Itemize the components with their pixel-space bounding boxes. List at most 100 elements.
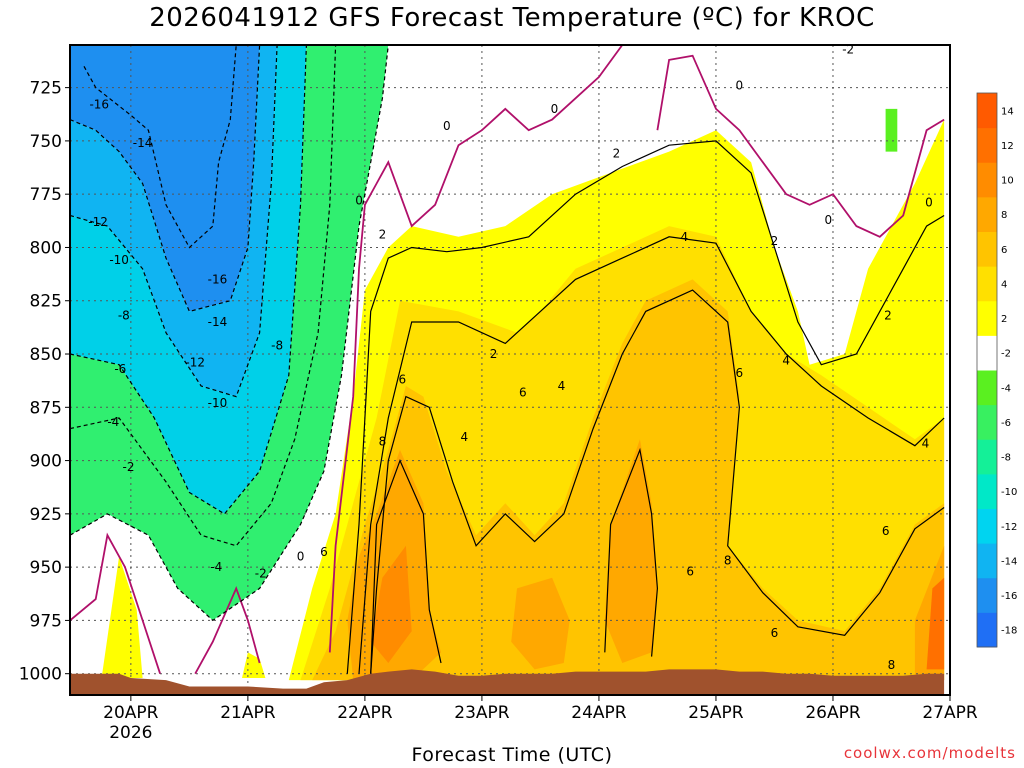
x-axis-label: Forecast Time (UTC) bbox=[411, 744, 613, 766]
fill-band-1 bbox=[70, 45, 260, 312]
contour-label-18: 2 bbox=[379, 228, 387, 242]
contour-label-23: 0 bbox=[443, 119, 451, 133]
y-tick-label-11: 1000 bbox=[19, 665, 62, 685]
plot-frame bbox=[69, 44, 951, 696]
terrain-ground bbox=[70, 669, 945, 695]
contour-label-3: -10 bbox=[109, 253, 129, 267]
x-tick-label-6: 26APR bbox=[805, 703, 861, 723]
colorbar-label-0: -18 bbox=[1001, 626, 1017, 637]
colorbar-label-3: -12 bbox=[1001, 522, 1017, 533]
contour-label-27: 4 bbox=[681, 230, 689, 244]
contour-label-33: 2 bbox=[771, 234, 779, 248]
colorbar-swatch-8 bbox=[977, 335, 997, 371]
fill-band-2 bbox=[70, 45, 278, 397]
colorbar-label-6: -6 bbox=[1001, 418, 1011, 429]
fill-band-18 bbox=[885, 108, 898, 152]
x-tick-label-7: 27APR bbox=[922, 703, 978, 723]
y-tick-label-1: 750 bbox=[30, 132, 62, 152]
fill-band-4 bbox=[70, 45, 389, 621]
y-tick-label-6: 875 bbox=[30, 398, 62, 418]
colorbar-swatch-12 bbox=[977, 196, 997, 232]
contour-label-10: -12 bbox=[185, 356, 205, 370]
contour-label-42: 8 bbox=[888, 658, 896, 672]
colorbar-label-11: 6 bbox=[1001, 245, 1007, 256]
contour-label-32: 6 bbox=[771, 626, 779, 640]
colorbar-swatch-3 bbox=[977, 508, 997, 544]
contour-line-0 bbox=[328, 45, 624, 653]
colorbar-label-8: -2 bbox=[1001, 349, 1011, 360]
y-tick-label-7: 900 bbox=[30, 452, 62, 472]
contour-label-17: 0 bbox=[355, 194, 363, 208]
contour-label-24: 0 bbox=[551, 102, 559, 116]
contour-label-4: -8 bbox=[118, 309, 130, 323]
y-tick-label-9: 950 bbox=[30, 558, 62, 578]
credit-link[interactable]: coolwx.com/modelts bbox=[843, 744, 1016, 762]
contour-label-1: -14 bbox=[133, 136, 153, 150]
y-tick-label-5: 850 bbox=[30, 345, 62, 365]
contour-line-12 bbox=[70, 45, 278, 398]
contour-line-8 bbox=[604, 447, 659, 657]
fill-band-3 bbox=[70, 45, 307, 514]
colorbar-swatch-6 bbox=[977, 404, 997, 440]
fill-band-16 bbox=[101, 556, 143, 678]
contour-line-10 bbox=[70, 45, 337, 547]
contour-line-4 bbox=[346, 140, 945, 674]
x-tick-label-3: 23APR bbox=[454, 703, 510, 723]
y-tick-label-4: 825 bbox=[30, 292, 62, 312]
colorbar-swatch-13 bbox=[977, 162, 997, 198]
contour-line-11 bbox=[70, 45, 307, 515]
contour-label-40: 4 bbox=[922, 437, 930, 451]
y-tick-label-0: 725 bbox=[30, 79, 62, 99]
contour-line-1 bbox=[656, 54, 945, 238]
colorbar-swatch-5 bbox=[977, 439, 997, 475]
contour-label-31: 8 bbox=[724, 554, 732, 568]
colorbar-swatch-14 bbox=[977, 127, 997, 163]
contour-label-15: 0 bbox=[297, 549, 305, 563]
colorbar-label-2: -14 bbox=[1001, 556, 1017, 567]
contour-label-29: 6 bbox=[736, 366, 744, 380]
y-tick-label-10: 975 bbox=[30, 611, 62, 631]
contour-label-5: -6 bbox=[114, 362, 126, 376]
colorbar-swatch-1 bbox=[977, 577, 997, 613]
contour-label-36: 0 bbox=[824, 213, 832, 227]
colorbar-frame bbox=[976, 92, 998, 648]
colorbar-label-12: 8 bbox=[1001, 210, 1007, 221]
contour-line-13 bbox=[70, 45, 261, 313]
colorbar-label-14: 12 bbox=[1001, 141, 1014, 152]
colorbar-label-13: 10 bbox=[1001, 176, 1014, 187]
colorbar-swatch-4 bbox=[977, 473, 997, 509]
contour-label-41: 6 bbox=[882, 524, 890, 538]
contour-label-26: 4 bbox=[558, 379, 566, 393]
x-tick-label-2: 22APR bbox=[337, 703, 393, 723]
colorbar-label-10: 4 bbox=[1001, 279, 1007, 290]
contour-label-20: 8 bbox=[379, 434, 387, 448]
contour-label-0: -16 bbox=[89, 98, 109, 112]
contour-label-19: 6 bbox=[399, 373, 407, 387]
fill-band-14 bbox=[926, 577, 945, 670]
contour-label-30: 6 bbox=[686, 564, 694, 578]
contour-line-2 bbox=[70, 532, 161, 674]
colorbar-label-9: 2 bbox=[1001, 314, 1007, 325]
contour-label-22: 2 bbox=[490, 347, 498, 361]
contour-label-35: 0 bbox=[736, 78, 744, 92]
contour-label-39: 2 bbox=[884, 309, 892, 323]
colorbar: -18 -16 -14 -12 -10 -8 -6 -4 -2 2 4 6 8 10 12 14 bbox=[976, 92, 1017, 648]
y-tick-label-2: 775 bbox=[30, 185, 62, 205]
contour-label-38: 0 bbox=[925, 196, 933, 210]
contour-line-6 bbox=[370, 289, 945, 674]
contour-line-7 bbox=[370, 458, 442, 674]
colorbar-swatch-15 bbox=[977, 93, 997, 129]
x-tick-label-1: 21APR bbox=[220, 703, 276, 723]
colorbar-swatch-0 bbox=[977, 612, 997, 648]
x-tick-label-4: 24APR bbox=[571, 703, 627, 723]
x-tick-label-5: 25APR bbox=[688, 703, 744, 723]
colorbar-swatch-7 bbox=[977, 370, 997, 406]
colorbar-label-5: -8 bbox=[1001, 453, 1011, 464]
x-year-label: 2026 bbox=[109, 723, 152, 743]
contour-label-14: -2 bbox=[255, 567, 267, 581]
y-tick-label-8: 925 bbox=[30, 505, 62, 525]
colorbar-label-15: 14 bbox=[1001, 106, 1014, 117]
chart-title: 2026041912 GFS Forecast Temperature (ºC)… bbox=[149, 3, 875, 33]
colorbar-label-7: -4 bbox=[1001, 383, 1011, 394]
